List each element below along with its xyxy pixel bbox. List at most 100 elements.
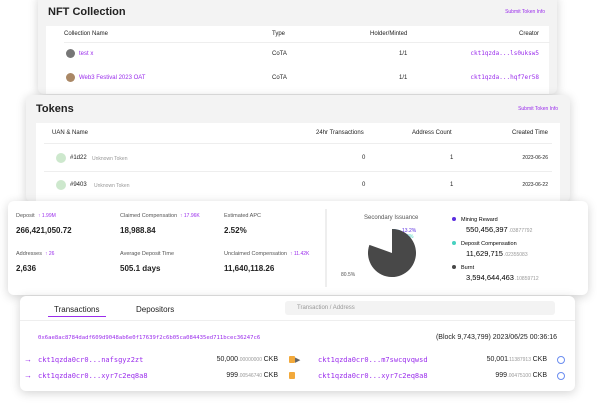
legend-amount: 550,456,397 xyxy=(466,225,508,234)
stat-value: 18,988.84 xyxy=(120,226,156,235)
link[interactable]: Submit Token Info xyxy=(505,9,545,15)
legend-decimals: .02355083 xyxy=(504,252,528,258)
tab[interactable]: Depositors xyxy=(136,305,175,314)
th: 24hr Transactions xyxy=(316,130,364,136)
cell[interactable]: test x xyxy=(79,51,94,57)
stat-change: ↑ 26 xyxy=(45,251,55,257)
cell: 2023-06-22 xyxy=(522,182,548,188)
stat-label: Claimed Compensation xyxy=(120,213,178,219)
title: Tokens xyxy=(36,103,74,115)
th: Created Time xyxy=(511,130,548,136)
unit: CKB xyxy=(263,356,278,363)
th: Holder/Minted xyxy=(370,31,408,37)
stat-change: ↑ 17.96K xyxy=(180,213,200,219)
slice-label: 13.2% xyxy=(402,228,417,234)
legend-dot xyxy=(452,241,456,245)
cell-icon xyxy=(289,356,295,363)
arrow: → xyxy=(24,355,32,364)
stat-label: Deposit xyxy=(16,213,35,219)
cell: 1 xyxy=(450,182,454,188)
slice-label: 80.5% xyxy=(341,272,356,278)
decimals: .00000000 xyxy=(238,357,262,363)
title: NFT Collection xyxy=(48,6,126,18)
unit: CKB xyxy=(263,372,278,379)
cell: Unknown Token xyxy=(94,183,130,189)
legend-name: Deposit Compensation xyxy=(461,241,517,247)
legend-dot xyxy=(452,265,456,269)
legend-name: Mining Reward xyxy=(461,217,498,223)
decimals: .00475100 xyxy=(507,373,531,379)
block: (Block 9,743,799) 2023/06/25 00:36:16 xyxy=(435,334,557,341)
stat-value: 505.1 days xyxy=(120,264,161,273)
th: Creator xyxy=(518,31,539,37)
cell[interactable]: ckt1qzda...hqf7er58 xyxy=(470,74,539,81)
stat-value: 2,636 xyxy=(16,264,37,273)
pie-title: Secondary Issuance xyxy=(364,215,419,221)
cell[interactable]: #9403 xyxy=(70,182,87,188)
tx-hash[interactable]: 0x6ae8ac8784dadf609d9048ab6e0f17639f2c6b… xyxy=(38,335,261,341)
stat-value: 11,640,118.26 xyxy=(224,264,275,273)
arrow: ▶ xyxy=(295,357,301,364)
transactions-card: Transactions Depositors Transaction / Ad… xyxy=(20,296,575,391)
th: Address Count xyxy=(412,130,452,136)
legend-name: Burnt xyxy=(461,265,475,271)
icon xyxy=(66,73,75,82)
cell: CoTA xyxy=(272,51,287,57)
cell: Unknown Token xyxy=(92,156,128,162)
legend-decimals: .10859712 xyxy=(515,276,539,282)
stat-change: ↑ 11.42K xyxy=(290,251,310,257)
th: UAN & Name xyxy=(52,130,89,136)
stat-label: Unclaimed Compensation xyxy=(224,251,287,257)
stat-value: 266,421,050.72 xyxy=(16,226,72,235)
cell: 0 xyxy=(362,155,366,161)
cell-icon xyxy=(289,372,295,379)
icon xyxy=(66,49,75,58)
amount: 50,001 xyxy=(486,356,508,363)
amount: 50,000 xyxy=(216,356,238,363)
unit: CKB xyxy=(532,372,547,379)
search[interactable]: Transaction / Address xyxy=(285,301,555,315)
pie-slice xyxy=(368,229,416,277)
stats-card: Secondary Issuance 13.2% Mining Reward 550,… xyxy=(8,201,588,295)
stat-label: Addresses xyxy=(16,251,42,257)
legend-dot xyxy=(452,217,456,221)
decimals: .00546740 xyxy=(238,373,262,379)
pie-chart: Secondary Issuance 13.2% Mining Reward 550,… xyxy=(325,209,539,287)
status-icon xyxy=(557,372,565,380)
legend-decimals: .03877792 xyxy=(509,228,533,234)
cell[interactable]: Web3 Festival 2023 OAT xyxy=(79,75,146,81)
amount: 999 xyxy=(495,372,507,379)
th: Type xyxy=(272,31,286,37)
cell[interactable]: ckt1qzda...ls0uksw5 xyxy=(470,50,539,57)
cell[interactable]: #1d22 xyxy=(70,155,87,161)
table: Collection Name Type Holder/Minted Creat… xyxy=(46,26,550,94)
table: UAN & Name 24hr Transactions Address Cou… xyxy=(36,123,560,202)
nft-card: NFT Collection Submit Token Info Collect… xyxy=(38,0,557,94)
amount: 999 xyxy=(226,372,238,379)
cell: 1 xyxy=(450,155,454,161)
address[interactable]: ckt1qzda0cr0...nafsgyz2zt xyxy=(38,356,144,364)
status-icon xyxy=(557,356,565,364)
arrow: → xyxy=(24,371,32,380)
cell: 1/1 xyxy=(399,51,408,57)
unit: CKB xyxy=(532,356,547,363)
cell: 0 xyxy=(362,182,366,188)
stat-label: Average Deposit Time xyxy=(120,251,175,257)
address[interactable]: ckt1qzda0cr0...xyr7c2eq8a8 xyxy=(38,372,148,380)
legend-amount: 11,629,715 xyxy=(466,249,503,258)
decimals: .11387913 xyxy=(507,357,531,363)
th: Collection Name xyxy=(64,31,109,37)
tab[interactable]: Transactions xyxy=(48,305,106,317)
stat-label: Estimated APC xyxy=(224,213,261,219)
cell: CoTA xyxy=(272,75,287,81)
address[interactable]: ckt1qzda0cr0...m7swcqvqwsd xyxy=(318,356,428,364)
stat-value: 2.52% xyxy=(224,226,247,235)
stat-change: ↑ 1.99M xyxy=(38,213,56,219)
address[interactable]: ckt1qzda0cr0...xyr7c2eq8a8 xyxy=(318,372,428,380)
cell: 2023-06-26 xyxy=(522,155,548,161)
tokens-card: Tokens Submit Token Info UAN & Name 24hr… xyxy=(26,95,570,202)
link[interactable]: Submit Token Info xyxy=(518,106,558,112)
cell: 1/1 xyxy=(399,75,408,81)
legend-amount: 3,594,644,463 xyxy=(466,273,514,282)
